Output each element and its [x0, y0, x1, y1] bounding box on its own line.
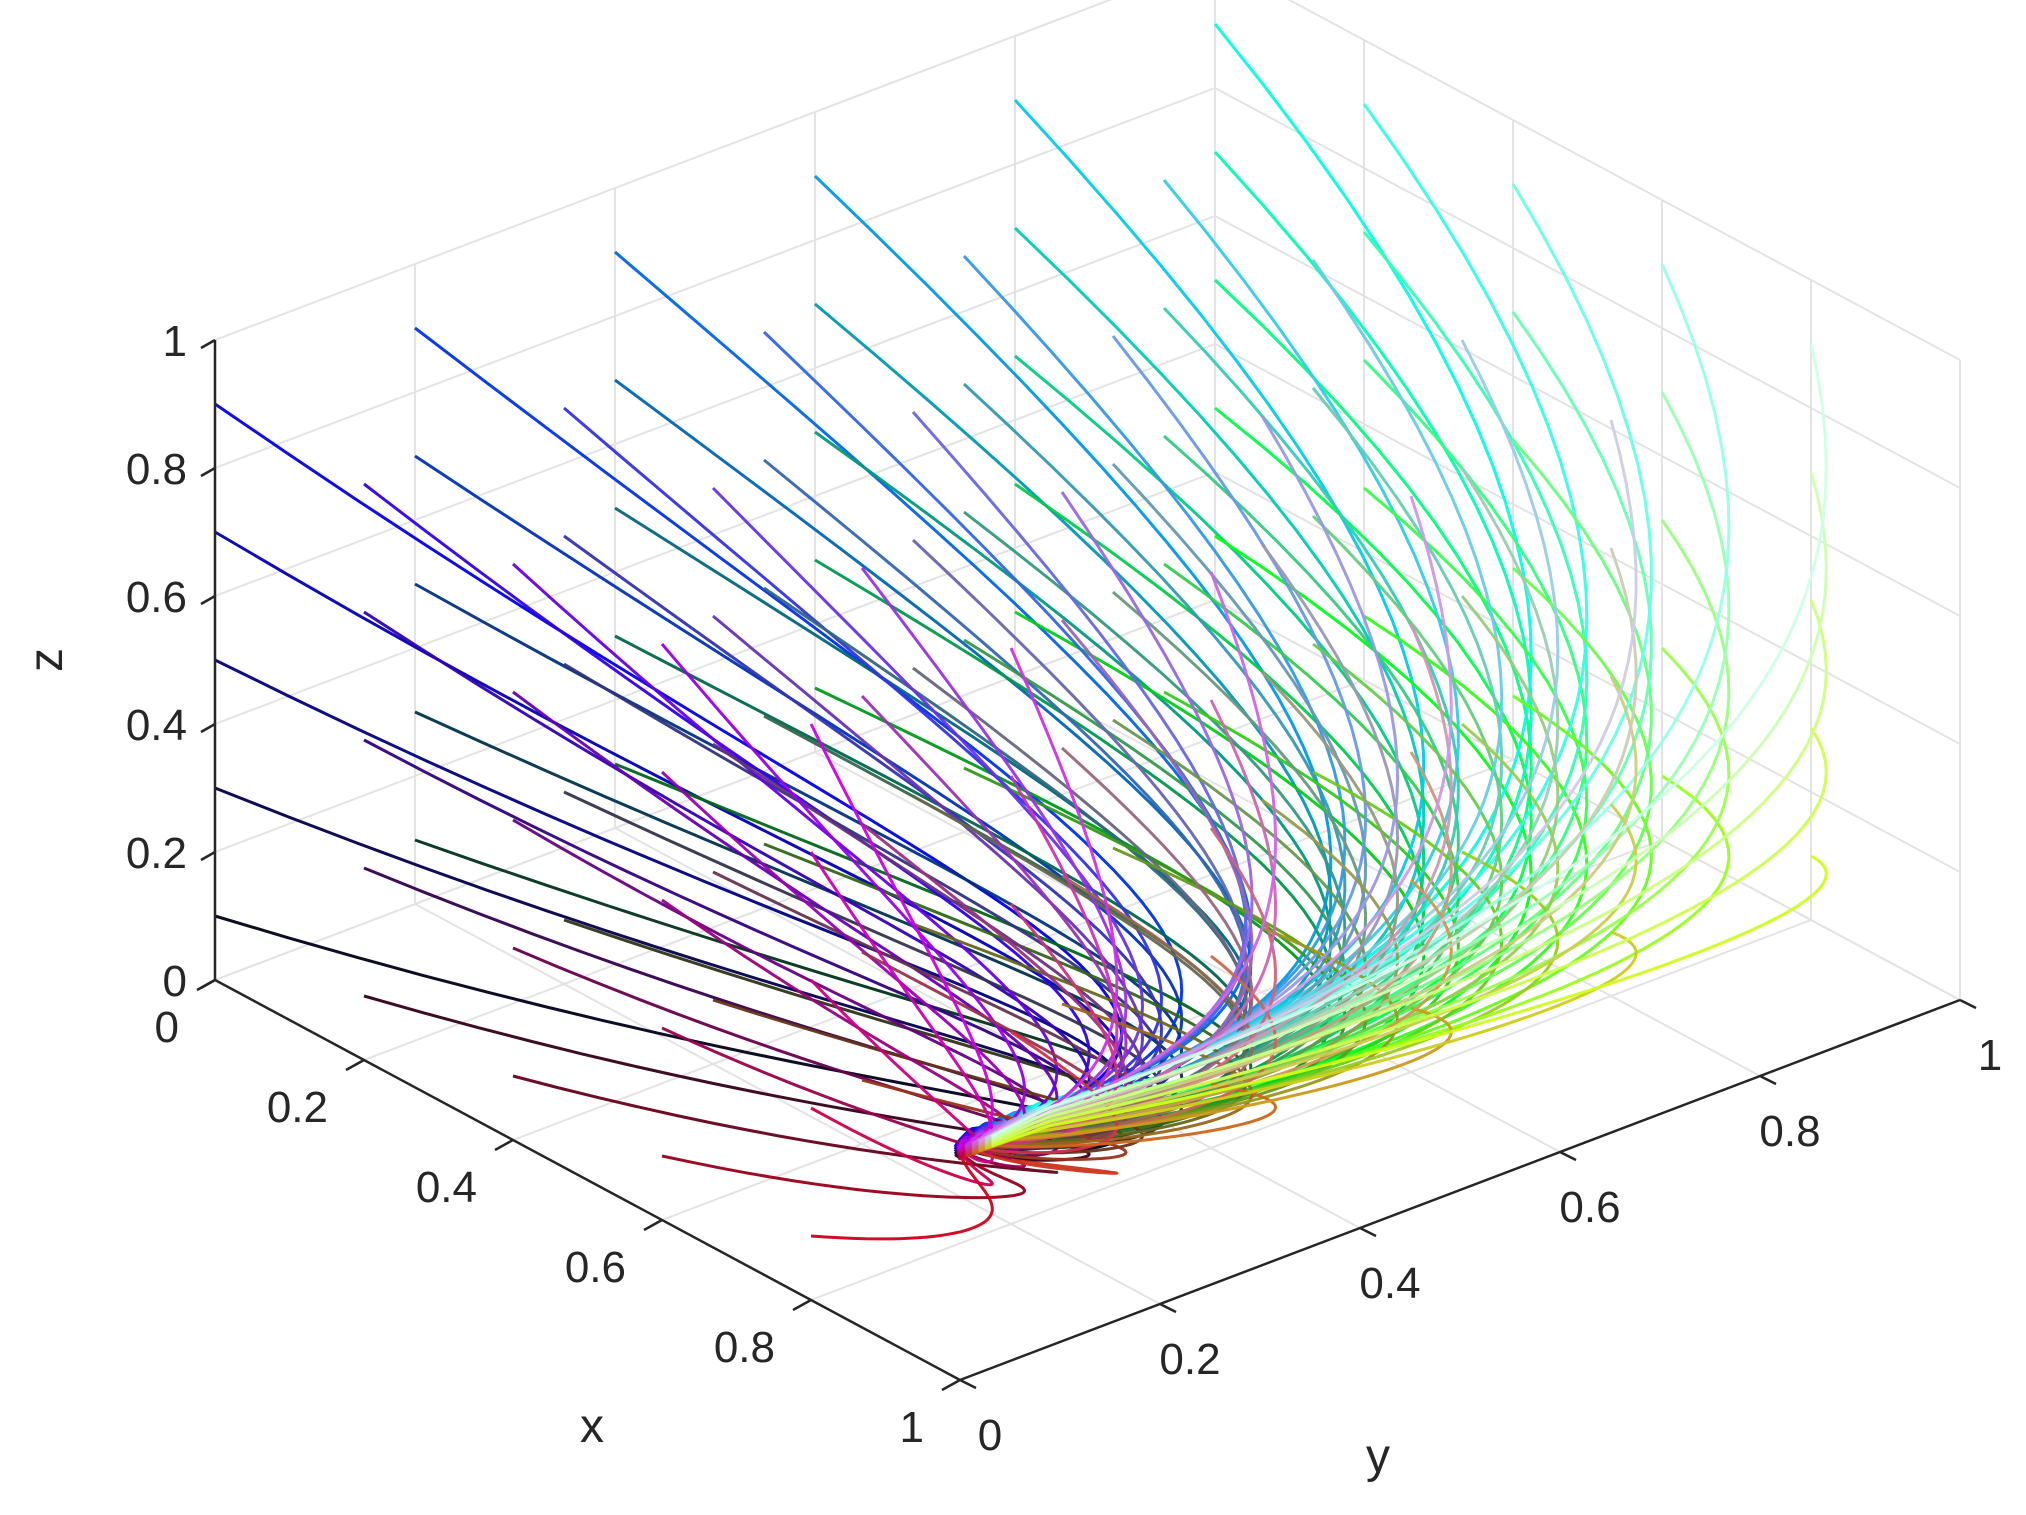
y-tick [1959, 998, 1977, 1010]
y-tick-label: 0.4 [1359, 1259, 1420, 1308]
trajectory-line [991, 854, 1828, 1148]
trajectory-line [991, 727, 1828, 1146]
trajectory-lines [214, 23, 1828, 1241]
z-tick-label: 0.6 [126, 573, 187, 622]
grid-line [810, 919, 1812, 1301]
x-tick [643, 1218, 663, 1232]
trajectory-line [982, 259, 1504, 1140]
grid-line [1287, 0, 1961, 361]
trajectory-line [809, 978, 994, 1164]
z-tick [200, 850, 216, 862]
x-tick [196, 978, 216, 992]
trajectory-line [810, 1106, 994, 1187]
y-tick-label: 0.6 [1559, 1183, 1620, 1232]
x-tick [941, 1378, 961, 1392]
grid-line [214, 471, 1216, 853]
y-tick [1159, 1302, 1177, 1314]
trajectory-line [989, 263, 1731, 1138]
grid-line [414, 903, 1161, 1305]
x-tick [792, 1298, 812, 1312]
z-tick-label: 0 [163, 957, 187, 1006]
grid-line [214, 215, 1216, 597]
y-axis-label: y [1366, 1430, 1390, 1483]
trajectory-line [860, 567, 1128, 1148]
grid-line [1214, 215, 1961, 617]
x-tick-label: 0.4 [416, 1163, 477, 1212]
z-tick-label: 0.4 [126, 701, 187, 750]
z-axis-label: z [20, 648, 73, 672]
x-axis-line [214, 978, 961, 1382]
trajectory-line [990, 343, 1828, 1138]
z-tick [200, 594, 216, 606]
tick-marks [196, 338, 1977, 1392]
y-axis-line [959, 998, 1961, 1382]
trajectory-line [971, 571, 1277, 1146]
y-tick [1759, 1074, 1777, 1086]
z-tick [200, 338, 216, 350]
x-axis-label: x [580, 1400, 604, 1453]
y-tick-label: 0.2 [1159, 1335, 1220, 1384]
y-tick [1359, 1226, 1377, 1238]
trajectory-line [980, 98, 1426, 1139]
x-tick-label: 0 [155, 1003, 179, 1052]
z-tick [200, 722, 216, 734]
trajectory-line [810, 1157, 994, 1241]
trajectory-line [711, 486, 1144, 1147]
trajectory-line [563, 406, 1163, 1146]
grid-line [1214, 87, 1961, 489]
z-tick [200, 466, 216, 478]
z-tick-label: 1 [163, 317, 187, 366]
y-tick-label: 0 [978, 1411, 1002, 1460]
trajectory-line [977, 495, 1453, 1143]
x-tick-label: 0.8 [714, 1323, 775, 1372]
y-tick-label: 1 [1978, 1031, 2002, 1080]
trajectory-line [983, 339, 1560, 1140]
trajectory-line [990, 599, 1828, 1143]
trajectory-line [512, 946, 1059, 1158]
x-tick-label: 0.6 [565, 1243, 626, 1292]
x-tick-label: 0.2 [267, 1083, 328, 1132]
z-tick-label: 0.8 [126, 445, 187, 494]
trajectory-line [809, 723, 994, 1150]
grid-line [1214, 343, 1961, 745]
trajectory-line [990, 471, 1828, 1141]
axis-lines [213, 340, 1961, 1382]
y-tick-label: 0.8 [1759, 1107, 1820, 1156]
y-tick [1559, 1150, 1577, 1162]
trajectory-line [984, 419, 1638, 1141]
x-tick [345, 1058, 365, 1072]
y-tick [959, 1378, 977, 1390]
grid-line [363, 679, 1365, 1061]
back-wall-y1 [1215, 0, 1960, 1000]
x-tick-label: 1 [900, 1403, 924, 1452]
grid-line [1014, 675, 1761, 1077]
trajectory-line [964, 647, 1119, 1148]
grid-line [214, 87, 1216, 469]
grid-line [214, 0, 1113, 341]
grid-line [214, 599, 1216, 981]
tick-labels: 0 0.2 0.4 0.6 0.8 1 0 0.2 0.4 0.6 0.8 1 0 0.2 0.4 0.6 0.… [126, 317, 2002, 1460]
z-tick-label: 0.2 [126, 829, 187, 878]
x-tick [494, 1138, 514, 1152]
